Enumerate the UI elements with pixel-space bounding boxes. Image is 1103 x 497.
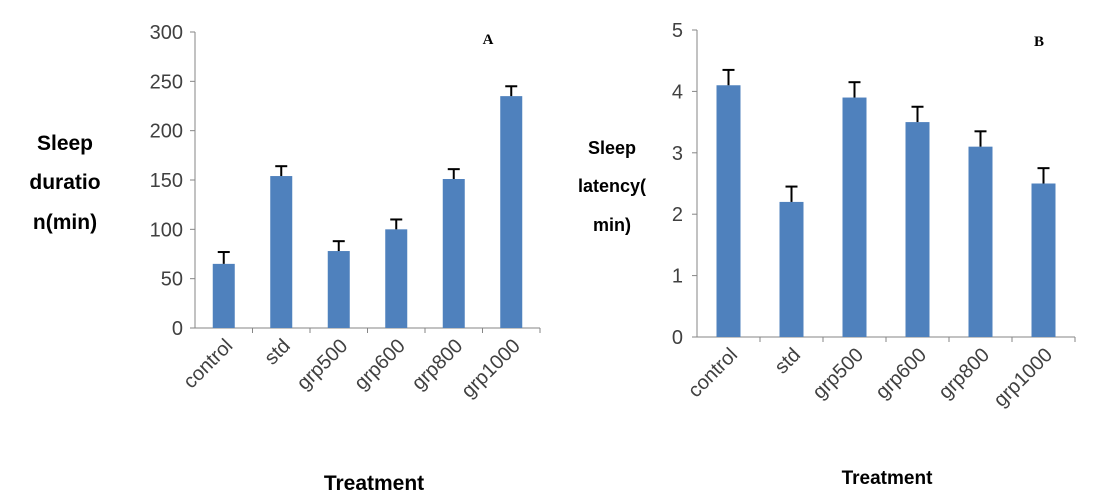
bar-grp500 [842,97,867,337]
bar-grp1000 [1031,183,1056,337]
y-tick-label: 4 [672,81,683,103]
x-tick-label: std [260,335,294,369]
bar-grp600 [905,122,930,337]
error-bar-grp1000 [1037,167,1050,184]
x-tick-label: grp600 [350,335,410,395]
y-tick-label: 5 [672,20,683,42]
bar-control [716,85,741,337]
error-bar-grp800 [447,168,460,180]
bar-grp500 [327,251,350,328]
bar-control [212,263,235,328]
y-tick-label: 2 [672,204,683,226]
x-tick-label: control [179,335,237,393]
error-bar-grp800 [974,130,987,147]
y-tick-label: 1 [672,266,683,288]
error-bar-grp1000 [505,85,518,97]
panel-label: A [483,32,494,48]
y-axis-title-line: min) [593,215,631,235]
chart-panel-b: 0 1 2 3 4 5 control std grp500 grp600 grp800grp100… [578,20,1076,489]
y-tick-label: 3 [672,143,683,165]
x-tick-label: grp600 [871,344,931,404]
y-tick-label: 50 [161,269,183,291]
panel-label: B [1034,34,1044,50]
x-tick-label: grp800 [934,344,994,404]
bar-grp1000 [500,96,523,328]
bar-grp600 [385,229,408,328]
y-tick-label: 200 [150,121,183,143]
x-tick-label: grp500 [808,344,868,404]
bar-grp800 [968,146,993,337]
error-bar-std [275,165,288,177]
x-tick-label: grp500 [293,335,353,395]
y-tick-label: 100 [150,219,183,241]
x-tick-label: grp1000 [457,335,524,402]
error-bar-std [785,185,798,202]
x-axis-title: Treatment [324,472,424,495]
bar-std [779,201,804,337]
y-tick-label: 150 [150,170,183,192]
error-bar-control [217,251,230,264]
bar-std [270,176,293,328]
y-axis-title-line: n(min) [33,211,97,234]
y-axis-title-line: Sleep [588,138,636,158]
y-axis-title-line: latency( [578,176,646,196]
error-bar-grp600 [911,105,924,123]
y-tick-label: 0 [672,327,683,349]
error-bar-grp500 [332,240,345,252]
y-axis-title-line: duratio [29,171,100,194]
x-axis-title: Treatment [842,468,933,489]
y-tick-label: 300 [150,22,183,44]
error-bar-control [722,68,735,86]
x-tick-label: control [684,344,742,402]
error-bar-grp500 [848,81,861,98]
bar-grp800 [442,179,465,328]
chart-panel-a: 0 50 100 150 200 250 300 control stdgrp500grp600… [29,22,541,495]
x-tick-label: grp1000 [990,344,1057,411]
y-tick-label: 250 [150,71,183,93]
y-axis-title-line: Sleep [37,132,93,155]
error-bar-grp600 [390,218,403,230]
y-tick-label: 0 [172,318,183,340]
x-tick-label: std [771,344,805,378]
